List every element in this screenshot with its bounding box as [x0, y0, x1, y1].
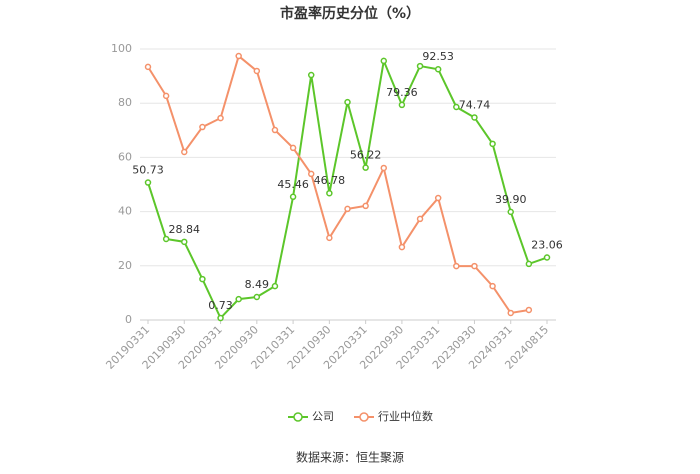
- point: [181, 148, 188, 156]
- point: [525, 260, 533, 268]
- legend-marker: [293, 412, 303, 422]
- point: [271, 126, 279, 134]
- y-tick-label: 40: [118, 205, 132, 218]
- point: [144, 179, 152, 186]
- point: [398, 243, 406, 251]
- y-tick-label: 20: [118, 259, 132, 272]
- point: [199, 123, 206, 131]
- point: [144, 63, 152, 71]
- point: [271, 282, 279, 290]
- y-tick-label: 80: [118, 96, 132, 109]
- data-label: 46.78: [314, 174, 346, 187]
- point: [362, 202, 369, 210]
- point: [162, 235, 170, 243]
- chart-title: 市盈率历史分位（%）: [280, 5, 420, 22]
- point: [362, 164, 369, 171]
- point: [416, 62, 424, 70]
- point: [307, 170, 315, 178]
- point: [235, 295, 242, 303]
- data-label: 56.22: [350, 149, 382, 162]
- point: [253, 67, 261, 75]
- point: [289, 193, 297, 201]
- legend-label: 公司: [312, 410, 334, 423]
- point: [253, 293, 261, 301]
- point: [489, 140, 496, 148]
- legend-label: 行业中位数: [378, 409, 433, 423]
- point: [489, 282, 496, 290]
- point: [181, 238, 188, 246]
- point: [344, 205, 351, 213]
- point: [217, 314, 224, 322]
- point: [507, 208, 514, 216]
- data-label: 79.36: [386, 86, 418, 99]
- point: [416, 215, 424, 223]
- y-tick-label: 60: [118, 150, 132, 163]
- point: [235, 52, 242, 60]
- point: [217, 114, 224, 122]
- point: [307, 71, 315, 79]
- series-line: [147, 54, 530, 315]
- point: [289, 144, 297, 152]
- point: [162, 92, 170, 100]
- data-label: 39.90: [495, 193, 527, 206]
- point: [434, 65, 442, 73]
- data-label: 45.46: [277, 178, 309, 191]
- point: [453, 103, 460, 111]
- data-label: 0.73: [208, 299, 233, 312]
- point: [326, 189, 333, 197]
- point: [380, 164, 388, 172]
- point: [525, 306, 533, 314]
- point: [199, 275, 206, 283]
- data-label: 28.84: [169, 223, 201, 236]
- point: [344, 98, 351, 106]
- data-label: 50.73: [132, 164, 164, 177]
- point: [507, 309, 514, 317]
- legend-marker: [359, 412, 369, 422]
- data-label: 23.06: [531, 239, 563, 252]
- source: 数据来源：恒生聚源: [296, 450, 404, 465]
- point: [453, 262, 460, 270]
- point: [380, 57, 388, 65]
- point: [326, 234, 333, 242]
- point: [398, 101, 406, 109]
- point: [471, 114, 478, 121]
- data-label: 74.74: [459, 98, 491, 111]
- y-tick-label: 100: [111, 42, 132, 55]
- point: [543, 254, 551, 261]
- point: [434, 194, 442, 202]
- point: [471, 262, 478, 270]
- y-tick-label: 0: [125, 313, 132, 326]
- data-label: 92.53: [422, 50, 454, 63]
- data-label: 8.49: [245, 278, 270, 291]
